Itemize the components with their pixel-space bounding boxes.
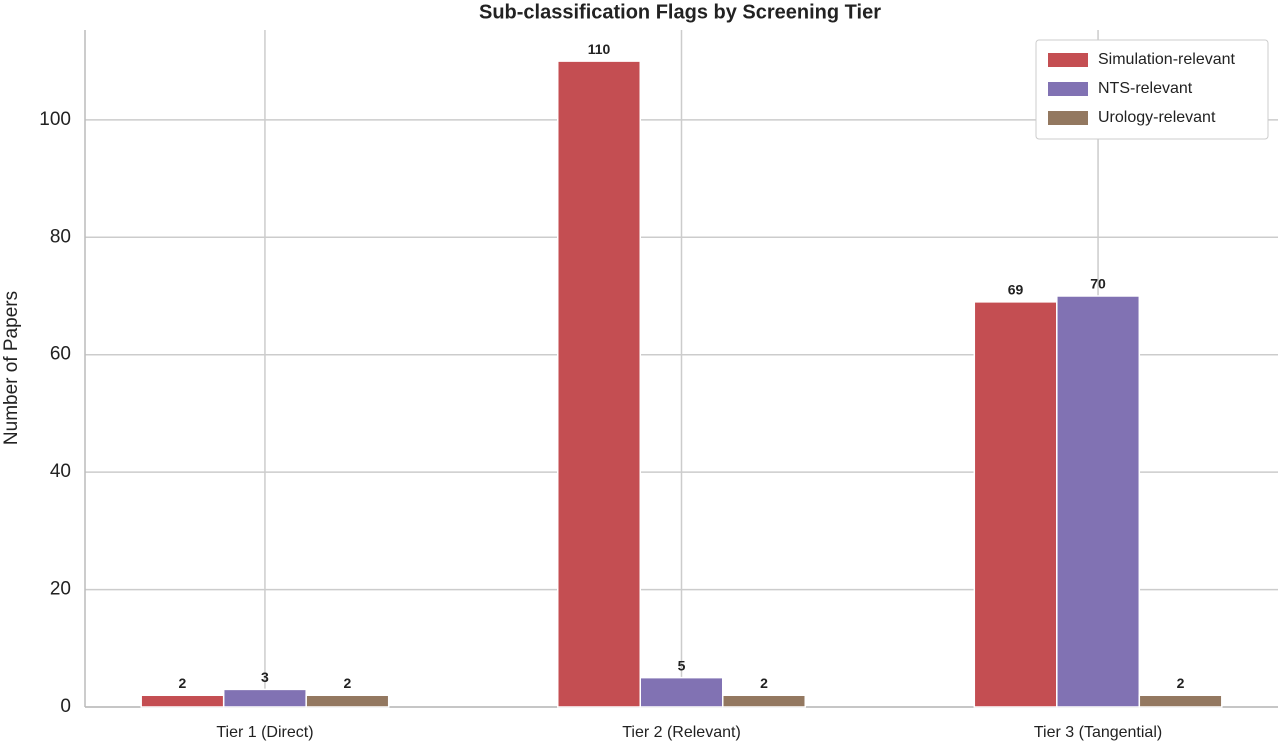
x-tick-label: Tier 3 (Tangential)	[1034, 724, 1162, 741]
value-label: 69	[1008, 282, 1024, 298]
y-tick-label: 20	[50, 579, 71, 600]
value-label: 2	[1177, 675, 1185, 691]
bar	[140, 694, 225, 708]
bar	[1056, 295, 1141, 708]
legend-label: Urology-relevant	[1098, 109, 1216, 126]
legend-swatch	[1048, 111, 1088, 125]
bar	[557, 60, 641, 708]
y-tick-label: 80	[50, 226, 71, 247]
y-tick-label: 100	[39, 109, 71, 130]
y-tick-label: 40	[50, 461, 71, 482]
bar	[973, 301, 1058, 708]
value-label: 110	[588, 41, 611, 57]
bar	[1138, 694, 1223, 708]
x-tick-label: Tier 1 (Direct)	[216, 724, 313, 741]
legend-label: NTS-relevant	[1098, 80, 1193, 97]
value-label: 2	[760, 675, 768, 691]
y-tick-label: 60	[50, 344, 71, 365]
bar	[722, 694, 806, 708]
value-label: 3	[261, 669, 269, 685]
bar	[639, 676, 724, 708]
legend-box	[1035, 39, 1269, 140]
value-label: 2	[179, 675, 187, 691]
y-axis-label: Number of Papers	[1, 291, 22, 445]
y-tick-label: 0	[60, 696, 71, 717]
chart-title: Sub-classification Flags by Screening Ti…	[479, 1, 881, 23]
legend-swatch	[1048, 82, 1088, 96]
legend-swatch	[1048, 53, 1088, 67]
bar	[222, 688, 307, 708]
value-label: 2	[344, 675, 352, 691]
legend-label: Simulation-relevant	[1098, 51, 1236, 68]
bar	[305, 694, 390, 708]
value-label: 70	[1090, 276, 1106, 292]
x-tick-label: Tier 2 (Relevant)	[622, 724, 741, 741]
value-label: 5	[678, 657, 686, 673]
